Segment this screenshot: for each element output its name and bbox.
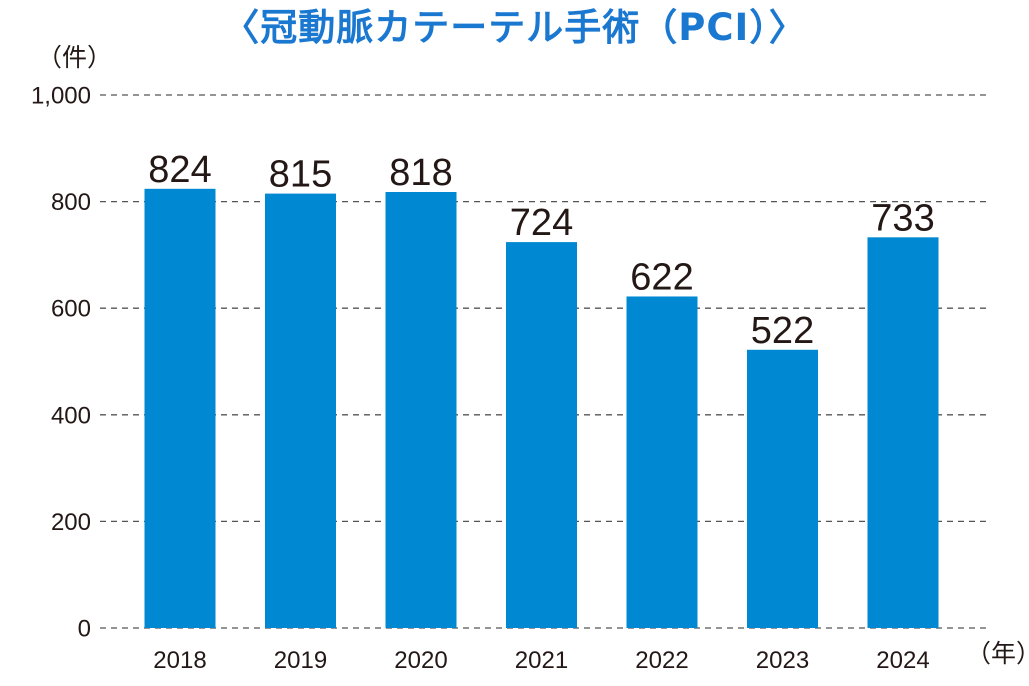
data-label: 733 [871, 197, 934, 239]
x-tick-label: 2018 [153, 647, 206, 674]
x-tick-label: 2021 [515, 647, 568, 674]
x-axis-unit: （年） [966, 639, 1029, 668]
bar-2018 [144, 188, 216, 629]
x-tick-label: 2022 [635, 647, 688, 674]
x-tick-label: 2020 [394, 647, 447, 674]
bar-2023 [747, 349, 818, 628]
x-tick-label: 2023 [756, 647, 809, 674]
x-tick-label: 2024 [876, 647, 929, 674]
y-axis-unit: （件） [37, 43, 113, 72]
bar-2019 [265, 193, 336, 629]
y-tick-label: 800 [51, 189, 91, 216]
labels: 0 200 400 600 800 1,000 824 2018 815 2019 818 2020 7… [31, 83, 935, 675]
bar-2020 [385, 192, 457, 629]
y-tick-label: 200 [51, 509, 91, 536]
bar-2024 [867, 237, 939, 628]
chart-title: 〈冠動脈カテーテル手術（PCI）〉 [222, 6, 807, 49]
bar-2021 [506, 242, 577, 628]
data-label: 815 [269, 154, 332, 196]
data-label: 724 [510, 202, 573, 244]
data-label: 824 [148, 149, 211, 191]
x-tick-label: 2019 [274, 647, 327, 674]
y-tick-label: 400 [51, 402, 91, 429]
bar-2022 [626, 296, 698, 628]
data-label: 622 [630, 256, 693, 298]
y-tick-label: 600 [51, 296, 91, 323]
y-tick-label: 0 [78, 616, 91, 643]
data-label: 522 [751, 310, 814, 352]
y-tick-label: 1,000 [31, 83, 91, 110]
bars [144, 188, 939, 629]
data-label: 818 [389, 152, 452, 194]
